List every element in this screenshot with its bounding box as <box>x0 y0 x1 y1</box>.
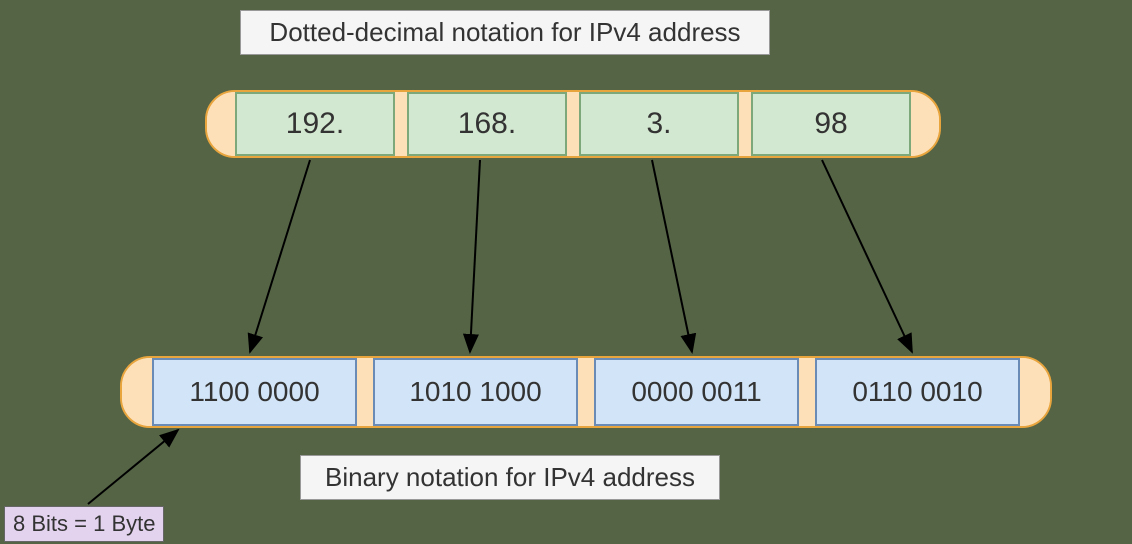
arrow-dec-to-bin-3 <box>822 160 912 352</box>
bin-cell-3-text: 0110 0010 <box>852 376 982 408</box>
dec-cell-3: 98 <box>751 92 911 156</box>
bin-cell-1-text: 1010 1000 <box>409 376 541 408</box>
dec-cell-2: 3. <box>579 92 739 156</box>
gap <box>578 358 594 426</box>
cap-left <box>122 358 152 426</box>
dec-cell-1: 168. <box>407 92 567 156</box>
byte-note-text: 8 Bits = 1 Byte <box>13 511 155 536</box>
title-top: Dotted-decimal notation for IPv4 address <box>240 10 770 55</box>
arrow-byte-note <box>88 430 178 504</box>
title-bottom-text: Binary notation for IPv4 address <box>325 462 695 492</box>
title-top-text: Dotted-decimal notation for IPv4 address <box>269 17 740 47</box>
binary-capsule: 1100 0000 1010 1000 0000 0011 0110 0010 <box>120 356 1052 428</box>
cap-right <box>911 92 939 156</box>
gap <box>567 92 579 156</box>
gap <box>395 92 407 156</box>
bin-cell-2-text: 0000 0011 <box>631 376 761 408</box>
arrow-dec-to-bin-2 <box>652 160 692 352</box>
bin-cell-3: 0110 0010 <box>815 358 1020 426</box>
bin-cell-0: 1100 0000 <box>152 358 357 426</box>
cap-left <box>207 92 235 156</box>
dec-cell-1-text: 168. <box>458 107 516 141</box>
dec-cell-0: 192. <box>235 92 395 156</box>
byte-note: 8 Bits = 1 Byte <box>4 506 164 542</box>
gap <box>799 358 815 426</box>
bin-cell-1: 1010 1000 <box>373 358 578 426</box>
dec-cell-2-text: 3. <box>646 107 671 141</box>
decimal-capsule: 192. 168. 3. 98 <box>205 90 941 158</box>
arrow-dec-to-bin-0 <box>250 160 310 352</box>
gap <box>739 92 751 156</box>
dec-cell-3-text: 98 <box>814 107 847 141</box>
title-bottom: Binary notation for IPv4 address <box>300 455 720 500</box>
arrow-dec-to-bin-1 <box>470 160 480 352</box>
dec-cell-0-text: 192. <box>286 107 344 141</box>
bin-cell-0-text: 1100 0000 <box>189 376 319 408</box>
cap-right <box>1020 358 1050 426</box>
bin-cell-2: 0000 0011 <box>594 358 799 426</box>
gap <box>357 358 373 426</box>
